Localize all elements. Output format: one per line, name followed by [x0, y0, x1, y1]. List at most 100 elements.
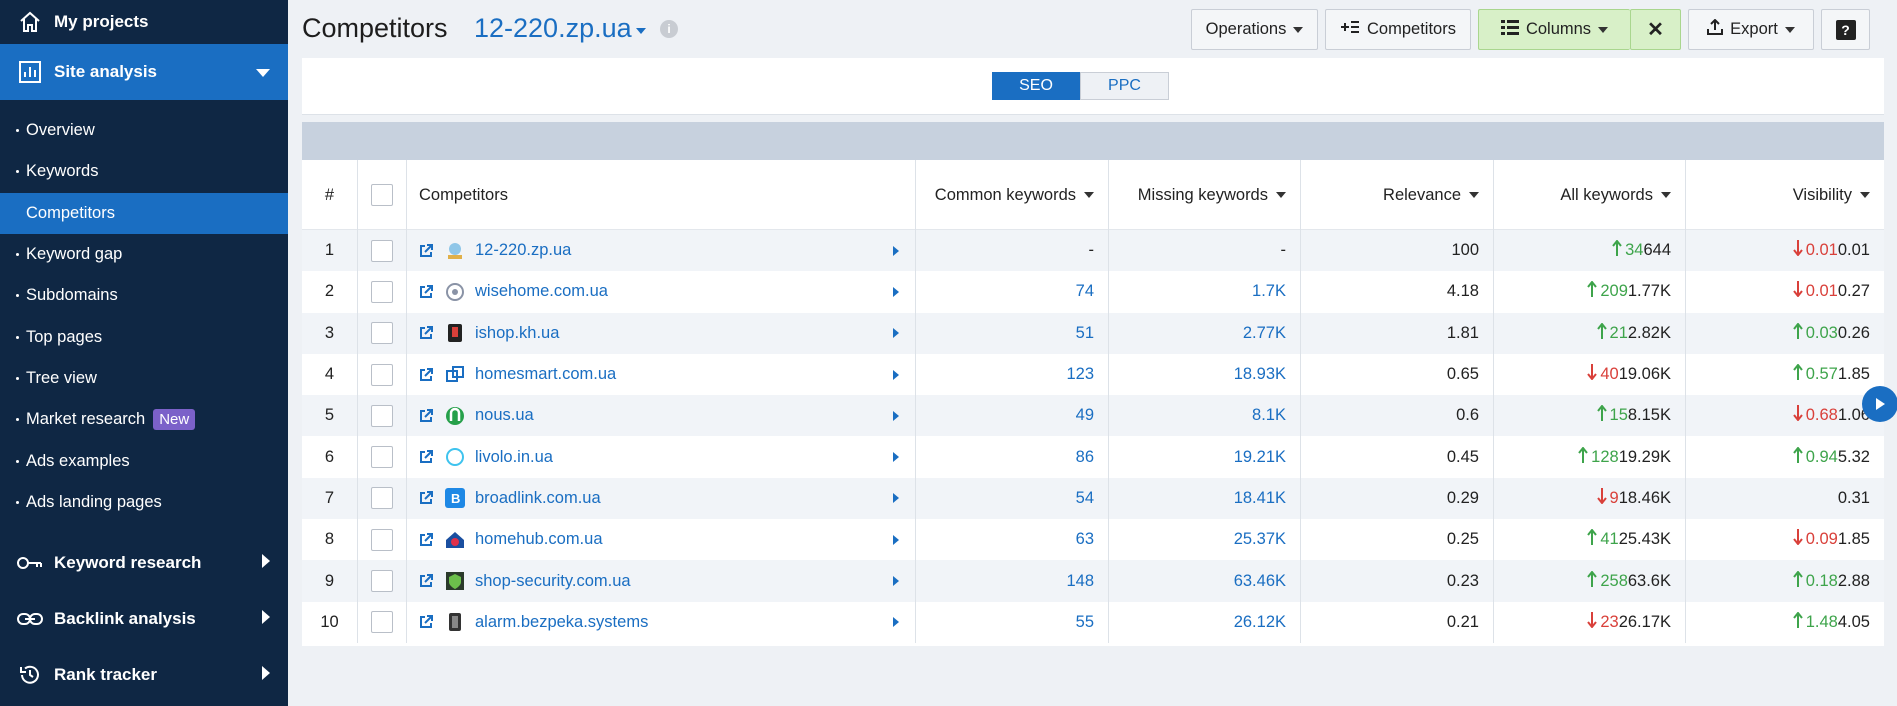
table-row[interactable]: 10 alarm.bezpeka.systems 55 26.12K 0.21 23 26.…: [302, 601, 1884, 643]
row-checkbox[interactable]: [371, 528, 393, 551]
missing-keywords-value[interactable]: 26.12K: [1109, 601, 1301, 643]
external-link-icon[interactable]: [419, 532, 433, 547]
external-link-icon[interactable]: [419, 450, 433, 464]
common-keywords-value[interactable]: 54: [916, 477, 1109, 520]
expand-row-icon[interactable]: [893, 410, 899, 421]
missing-keywords-value[interactable]: 18.41K: [1109, 477, 1301, 520]
sidebar-item-keyword-gap[interactable]: Keyword gap: [0, 234, 288, 275]
col-all-keywords[interactable]: All keywords: [1494, 160, 1686, 230]
expand-row-icon[interactable]: [893, 493, 899, 504]
domain-selector[interactable]: 12-220.zp.ua: [474, 13, 646, 44]
expand-row-icon[interactable]: [893, 534, 899, 545]
common-keywords-value[interactable]: 74: [916, 271, 1109, 313]
competitor-domain-link[interactable]: shop-security.com.ua: [475, 571, 631, 590]
competitor-domain-link[interactable]: livolo.in.ua: [475, 447, 553, 466]
missing-keywords-value[interactable]: 25.37K: [1109, 519, 1301, 561]
table-row[interactable]: 4 homesmart.com.ua 123 18.93K 0.65 40 19.06K 0.…: [302, 353, 1884, 396]
table-row[interactable]: 1 12-220.zp.ua - -100 34 644 0.01 0.01: [302, 230, 1884, 272]
common-keywords-value[interactable]: 51: [916, 312, 1109, 354]
columns-button[interactable]: Columns: [1478, 9, 1630, 50]
select-all-checkbox[interactable]: [371, 184, 393, 206]
competitor-domain-link[interactable]: homesmart.com.ua: [475, 365, 617, 384]
common-keywords-value[interactable]: 55: [916, 601, 1109, 643]
missing-keywords-value[interactable]: 8.1K: [1109, 395, 1301, 437]
close-columns-button[interactable]: ✕: [1630, 9, 1681, 50]
col-relevance[interactable]: Relevance: [1301, 160, 1494, 230]
external-link-icon[interactable]: [419, 243, 433, 258]
external-link-icon[interactable]: [419, 491, 433, 505]
sidebar-item-subdomains[interactable]: Subdomains: [0, 275, 288, 316]
row-checkbox[interactable]: [371, 322, 393, 345]
sidebar-item-ads-landing-pages[interactable]: Ads landing pages: [0, 482, 288, 523]
competitor-domain-link[interactable]: broadlink.com.ua: [475, 488, 601, 507]
external-link-icon[interactable]: [419, 408, 433, 423]
missing-keywords-value[interactable]: 1.7K: [1109, 271, 1301, 313]
operations-button[interactable]: Operations: [1191, 9, 1318, 50]
my-projects-link[interactable]: My projects: [0, 0, 288, 44]
external-link-icon[interactable]: [419, 574, 433, 588]
external-link-icon[interactable]: [419, 367, 433, 382]
export-button[interactable]: Export: [1688, 9, 1814, 50]
competitor-domain-link[interactable]: ishop.kh.ua: [475, 323, 560, 342]
ppc-toggle[interactable]: PPC: [1080, 72, 1169, 100]
sidebar-item-tree-view[interactable]: Tree view: [0, 358, 288, 399]
expand-row-icon[interactable]: [893, 286, 899, 297]
expand-row-icon[interactable]: [893, 369, 899, 380]
expand-row-icon[interactable]: [893, 245, 899, 256]
col-common-keywords[interactable]: Common keywords: [916, 160, 1109, 230]
row-checkbox[interactable]: [371, 280, 393, 303]
common-keywords-value[interactable]: 148: [916, 560, 1109, 602]
row-checkbox[interactable]: [371, 446, 393, 469]
row-checkbox[interactable]: [371, 487, 393, 510]
competitor-domain-link[interactable]: nous.ua: [475, 406, 534, 425]
sidebar-item-keywords[interactable]: Keywords: [0, 151, 288, 192]
sidebar-item-market-research[interactable]: Market research New: [0, 399, 288, 440]
competitor-domain-link[interactable]: alarm.bezpeka.systems: [475, 612, 649, 631]
common-keywords-value[interactable]: 123: [916, 353, 1109, 396]
keyword-research-section[interactable]: Keyword research: [0, 535, 288, 591]
common-keywords-value[interactable]: 49: [916, 395, 1109, 437]
rank-tracker-section[interactable]: Rank tracker: [0, 647, 288, 703]
info-icon[interactable]: i: [660, 20, 678, 38]
competitor-domain-link[interactable]: homehub.com.ua: [475, 530, 603, 549]
row-checkbox[interactable]: [371, 611, 393, 634]
table-row[interactable]: 3 ishop.kh.ua 51 2.77K 1.81 21 2.82K 0.03 0.26: [302, 312, 1884, 354]
common-keywords-value[interactable]: 63: [916, 519, 1109, 561]
missing-keywords-value[interactable]: 18.93K: [1109, 353, 1301, 396]
row-checkbox[interactable]: [371, 570, 393, 593]
common-keywords-value[interactable]: 86: [916, 436, 1109, 478]
col-visibility[interactable]: Visibility: [1686, 160, 1884, 230]
col-missing-keywords[interactable]: Missing keywords: [1109, 160, 1301, 230]
sidebar-item-ads-examples[interactable]: Ads examples: [0, 440, 288, 481]
sidebar-item-competitors[interactable]: Competitors: [0, 192, 288, 234]
competitor-domain-link[interactable]: 12-220.zp.ua: [475, 241, 572, 260]
row-checkbox[interactable]: [371, 239, 393, 262]
table-row[interactable]: 8 homehub.com.ua 63 25.37K 0.25 41 25.43K 0.09 1…: [302, 519, 1884, 561]
expand-row-icon[interactable]: [893, 328, 899, 339]
competitor-domain-link[interactable]: wisehome.com.ua: [475, 282, 608, 301]
missing-keywords-value[interactable]: 19.21K: [1109, 436, 1301, 478]
sidebar-item-overview[interactable]: Overview: [0, 110, 288, 151]
row-checkbox[interactable]: [371, 363, 393, 386]
help-button[interactable]: ?: [1821, 9, 1870, 50]
scroll-right-button[interactable]: [1862, 386, 1897, 422]
sidebar-item-top-pages[interactable]: Top pages: [0, 316, 288, 357]
competitors-button[interactable]: Competitors: [1325, 9, 1471, 50]
backlink-analysis-section[interactable]: Backlink analysis: [0, 591, 288, 647]
missing-keywords-value[interactable]: 2.77K: [1109, 312, 1301, 354]
external-link-icon[interactable]: [419, 284, 433, 299]
external-link-icon[interactable]: [419, 615, 433, 629]
table-row[interactable]: 2 wisehome.com.ua 74 1.7K 4.18 209 1.77K 0.01 0.…: [302, 271, 1884, 313]
seo-toggle[interactable]: SEO: [992, 72, 1080, 100]
expand-row-icon[interactable]: [893, 576, 899, 587]
external-link-icon[interactable]: [419, 326, 433, 340]
table-row[interactable]: 5 nous.ua 49 8.1K 0.6 15 8.15K 0.68 1.06: [302, 395, 1884, 437]
table-row[interactable]: 9 shop-security.com.ua 148 63.46K 0.23 258 63.…: [302, 560, 1884, 602]
missing-keywords-value[interactable]: 63.46K: [1109, 560, 1301, 602]
table-row[interactable]: 6 livolo.in.ua 86 19.21K 0.45 128 19.29K 0.94 5.…: [302, 436, 1884, 478]
expand-row-icon[interactable]: [893, 617, 899, 628]
row-checkbox[interactable]: [371, 404, 393, 427]
site-analysis-section[interactable]: Site analysis: [0, 44, 288, 100]
expand-row-icon[interactable]: [893, 452, 899, 463]
